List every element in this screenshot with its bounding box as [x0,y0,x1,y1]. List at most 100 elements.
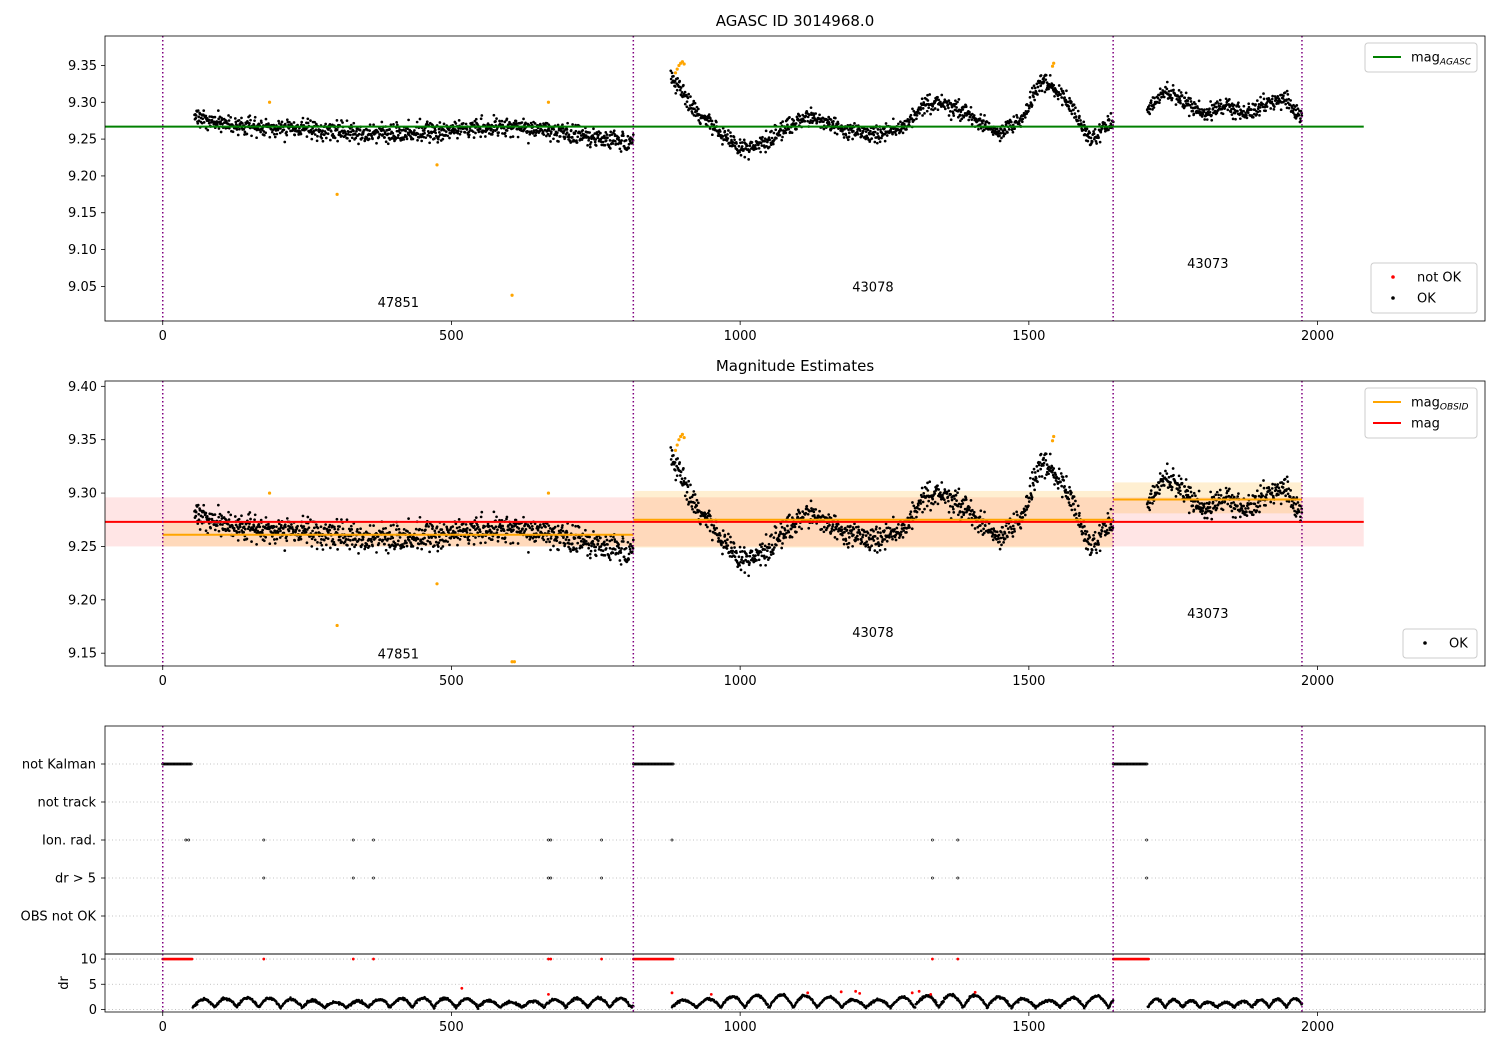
ok-point [631,133,635,137]
ok-point [398,531,401,534]
ok-point [717,536,720,540]
ok-point [265,523,268,527]
ok-point [1244,507,1247,510]
ok-point [767,556,771,560]
ok-point [510,525,514,529]
ok-point [1003,132,1007,136]
ok-point [391,536,395,540]
ok-point [481,535,484,539]
ok-point [569,128,573,132]
ok-point [547,129,551,132]
ok-point [912,118,916,122]
ok-point [1279,502,1283,506]
ok-point [1208,110,1212,114]
ok-point [1149,99,1153,102]
ok-point [1068,485,1071,489]
ok-point [873,534,877,538]
ok-point [1261,102,1265,106]
ok-point [957,502,961,506]
ok-point [1099,532,1103,536]
ok-point [1070,100,1073,104]
ok-point [241,522,244,525]
ok-point [733,144,737,148]
ok-point [388,530,392,534]
ok-point [836,522,840,526]
ok-point [738,138,742,141]
ok-point [669,69,673,73]
ok-point [355,129,358,133]
ok-point [1044,458,1048,462]
ok-point [571,523,574,527]
ok-point [759,550,763,554]
ok-point [969,512,972,516]
ok-point [1221,508,1225,512]
ok-point [381,133,385,136]
ok-point [309,119,312,122]
ok-point [883,139,887,143]
ok-point [1038,79,1042,83]
outlier-point [335,192,339,196]
ok-point [588,556,592,560]
ok-point [936,95,939,99]
ok-point [757,146,761,150]
ok-point [568,135,571,139]
ok-point [395,120,398,124]
ok-point [725,547,729,550]
ok-point [1109,522,1113,526]
ok-point [885,539,889,543]
ok-point [834,514,837,518]
ok-point [850,531,853,535]
ok-point [227,518,231,521]
ok-point [240,116,243,120]
ok-point [873,140,877,144]
ok-point [384,548,388,552]
ok-point [332,540,336,544]
ok-point [278,131,282,135]
ok-point [854,525,858,529]
ok-point [377,135,381,139]
ok-point [1002,134,1005,138]
ok-point [196,121,200,125]
ok-point [346,136,349,140]
ok-point [1029,476,1032,480]
ok-point [567,545,570,549]
ok-point [918,507,921,511]
ok-point [1098,140,1102,144]
ok-point [1255,113,1259,116]
ok-point [277,119,280,123]
ok-point [281,527,285,530]
ok-point [604,130,608,134]
ok-point [245,132,249,136]
ok-point [533,122,537,125]
ok-point [864,534,868,537]
ok-point [950,105,954,109]
ok-point [1056,97,1060,101]
ok-point [413,129,416,132]
ok-point [956,513,960,517]
ok-point [534,535,538,539]
ok-point [619,150,623,153]
ok-point [501,536,504,540]
ok-point [587,136,591,140]
ok-point [426,134,430,137]
ok-point [612,129,616,133]
ok-point [375,551,378,554]
ok-point [574,524,577,528]
ok-point [902,523,906,527]
ok-point [229,513,233,517]
ok-point [204,114,208,118]
ok-point [771,552,775,556]
ok-point [618,147,622,151]
ok-point [686,485,690,489]
ok-point [311,127,314,130]
ok-point [707,113,711,116]
ok-point [772,548,775,552]
ok-point [373,132,377,135]
outlier-point [267,100,272,104]
ok-point [406,127,409,131]
ok-point [611,551,615,555]
ok-point [273,529,277,533]
ok-point [866,531,870,535]
ok-point [396,539,400,543]
ok-point [706,525,709,529]
